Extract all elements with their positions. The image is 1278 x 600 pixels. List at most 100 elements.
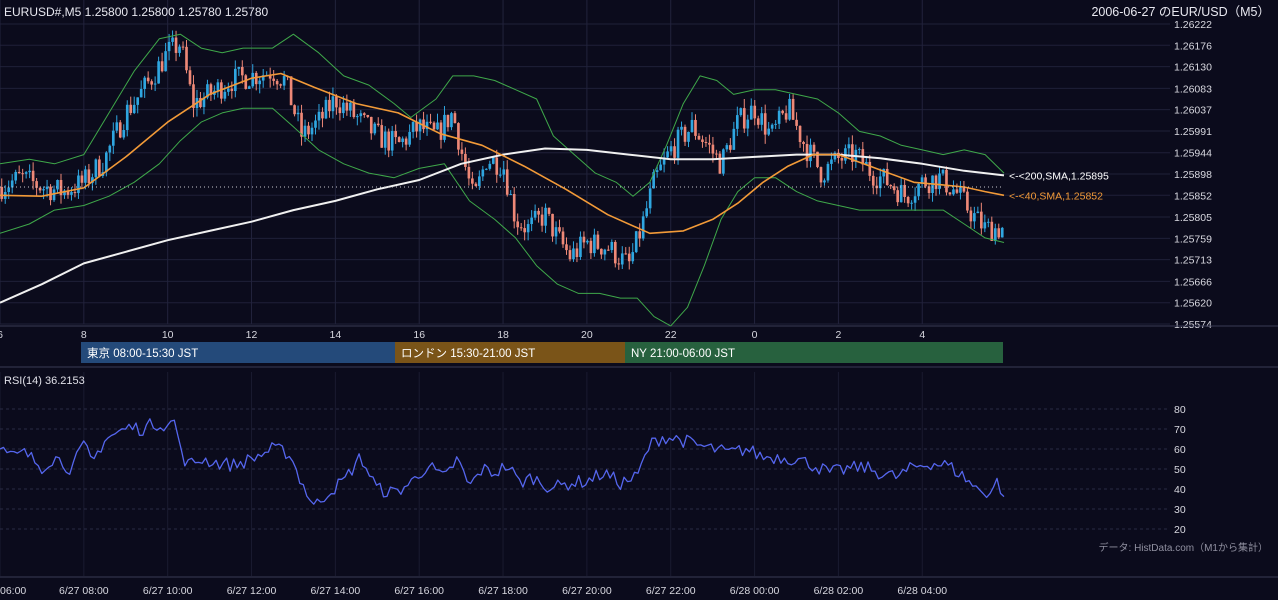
candle-body bbox=[680, 126, 683, 130]
candle-body bbox=[676, 129, 680, 158]
candle-body bbox=[655, 170, 659, 173]
candle-body bbox=[328, 99, 331, 112]
candle-body bbox=[795, 119, 798, 126]
candle-body bbox=[823, 180, 826, 183]
candle-body bbox=[756, 118, 760, 125]
candle-body bbox=[920, 177, 924, 184]
candle-body bbox=[739, 108, 743, 116]
candle-body bbox=[725, 145, 729, 150]
price-tick-label: 1.25852 bbox=[1174, 190, 1212, 202]
session-label: NY 21:00-06:00 JST bbox=[631, 348, 735, 360]
candle-body bbox=[882, 168, 886, 177]
candle-body bbox=[418, 119, 422, 132]
candle-body bbox=[59, 179, 63, 196]
candle-body bbox=[708, 142, 711, 145]
candle-body bbox=[342, 102, 345, 114]
candle-body bbox=[1000, 227, 1004, 238]
candle-body bbox=[293, 105, 296, 115]
candle-body bbox=[575, 248, 579, 257]
candle-body bbox=[889, 184, 893, 187]
candle-body bbox=[547, 207, 551, 214]
candle-body bbox=[568, 250, 572, 260]
candle-body bbox=[962, 187, 966, 192]
rsi-tick-label: 40 bbox=[1174, 484, 1186, 496]
candle-body bbox=[704, 141, 708, 143]
price-tick-label: 1.26083 bbox=[1174, 83, 1212, 95]
candle-body bbox=[91, 177, 94, 184]
time-tick-label: 6/27 20:00 bbox=[562, 585, 612, 597]
candle-body bbox=[840, 157, 844, 161]
candle-body bbox=[227, 88, 230, 92]
price-tick-label: 1.25759 bbox=[1174, 233, 1212, 245]
candle-body bbox=[352, 102, 356, 118]
candle-body bbox=[509, 194, 513, 196]
candle-body bbox=[251, 72, 255, 87]
candle-body bbox=[401, 138, 404, 143]
time-tick-label: 6/27 10:00 bbox=[143, 585, 193, 597]
candle-body bbox=[450, 113, 453, 128]
candle-body bbox=[537, 210, 540, 215]
candle-body bbox=[491, 157, 495, 164]
candle-body bbox=[864, 161, 868, 165]
candle-body bbox=[429, 121, 432, 123]
candle-body bbox=[600, 248, 603, 255]
candle-body bbox=[10, 180, 14, 188]
candle-body bbox=[652, 172, 655, 189]
candle-body bbox=[425, 121, 429, 130]
candle-body bbox=[603, 249, 607, 255]
candle-body bbox=[467, 166, 471, 179]
candle-body bbox=[624, 253, 628, 255]
time-tick-label: 6/28 04:00 bbox=[897, 585, 947, 597]
candle-body bbox=[125, 104, 129, 131]
candle-body bbox=[139, 88, 143, 98]
candle-body bbox=[634, 231, 638, 253]
candle-body bbox=[760, 113, 764, 125]
candle-body bbox=[373, 123, 377, 134]
candle-body bbox=[579, 236, 582, 257]
candle-body bbox=[666, 151, 669, 158]
candle-body bbox=[885, 168, 889, 185]
candle-body bbox=[432, 122, 436, 130]
candle-body bbox=[498, 174, 502, 176]
candle-body bbox=[115, 122, 119, 131]
sma200-label: <-<200,SMA,1.25895 bbox=[1009, 170, 1109, 182]
time-tick-label: 6/27 14:00 bbox=[311, 585, 361, 597]
candle-body bbox=[49, 186, 52, 201]
candle-body bbox=[38, 187, 42, 191]
bollinger-upper-band bbox=[0, 33, 1005, 197]
price-tick-label: 1.25666 bbox=[1174, 276, 1212, 288]
candle-body bbox=[512, 194, 516, 222]
time-tick-label: 6/27 22:00 bbox=[646, 585, 696, 597]
candle-body bbox=[586, 240, 589, 243]
candle-body bbox=[317, 111, 321, 121]
time-tick-label: 6/27 16:00 bbox=[394, 585, 444, 597]
candle-body bbox=[331, 96, 335, 112]
candle-body bbox=[565, 244, 568, 251]
candle-body bbox=[338, 107, 342, 114]
candle-body bbox=[122, 130, 126, 138]
candle-body bbox=[732, 128, 736, 150]
candle-body bbox=[275, 80, 279, 85]
session-bar bbox=[625, 342, 1003, 363]
candle-body bbox=[356, 116, 359, 118]
candle-body bbox=[143, 77, 146, 89]
candle-body bbox=[488, 163, 492, 169]
candle-body bbox=[620, 253, 624, 265]
candle-body bbox=[763, 113, 767, 135]
candle-body bbox=[596, 234, 600, 249]
candle-body bbox=[80, 175, 84, 183]
candle-body bbox=[185, 46, 188, 71]
candle-body bbox=[70, 192, 73, 195]
candle-body bbox=[878, 176, 882, 189]
candle-body bbox=[376, 123, 380, 126]
candle-body bbox=[927, 186, 931, 194]
candle-body bbox=[202, 97, 206, 108]
candle-body bbox=[711, 144, 715, 154]
time-tick-label: 6/28 02:00 bbox=[814, 585, 864, 597]
candle-body bbox=[209, 84, 213, 95]
candle-body bbox=[307, 125, 310, 135]
candle-body bbox=[443, 114, 446, 140]
time-tick-label: 6/27 08:00 bbox=[59, 585, 109, 597]
candle-body bbox=[136, 97, 140, 105]
